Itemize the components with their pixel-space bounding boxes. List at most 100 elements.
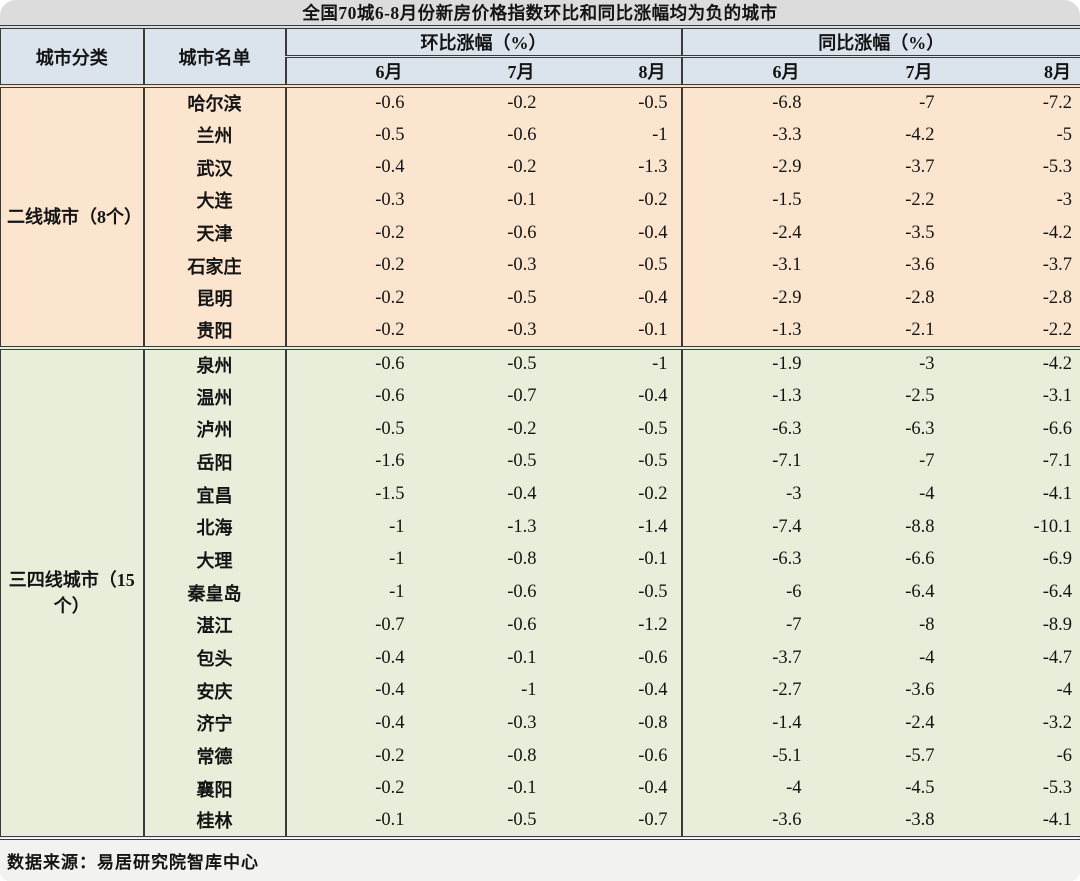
table-row: 大理 -1 -0.8 -0.1 -6.3 -6.6 -6.9 [0,543,1080,577]
yoy-value-cell: -2.8 [905,287,935,308]
mom-value-cell: -0.8 [507,549,537,570]
mom-value-cell: -1.5 [375,484,405,505]
table-title: 全国70城6-8月份新房价格指数环比和同比涨幅均为负的城市 [0,0,1080,29]
mom-value-cell: -1 [549,347,683,381]
mom-value-cell: -0.2 [375,222,405,243]
yoy-value-cell: -4 [786,778,802,799]
yoy-value-cell: -10.1 [1033,516,1073,537]
mom-value-cell: -0.5 [375,418,405,439]
yoy-value-cell: -8 [919,614,935,635]
city-name-cell: 大连 [143,184,287,217]
data-source-note: 数据来源：易居研究院智库中心 [0,839,1080,881]
yoy-value-cell: -6.3 [772,418,802,439]
mom-value-cell: -1 [549,118,683,152]
mom-value-cell: -0.3 [507,319,537,340]
mom-value-cell: -0.4 [375,712,405,733]
table-header: 城市分类 城市名单 环比涨幅（%） 同比涨幅（%） 6月 7月 8月 6月 7月… [0,29,1080,88]
mom-value-cell: -0.4 [549,380,683,413]
yoy-value-cell: -3.3 [772,124,802,145]
mom-value-cell: -0.4 [549,282,683,315]
header-mom-july: 7月 [417,56,550,88]
table-row: 济宁 -0.4 -0.3 -0.8 -1.4 -2.4 -3.2 [0,707,1080,740]
table-row: 石家庄 -0.2 -0.3 -0.5 -3.1 -3.6 -3.7 [0,249,1080,283]
mom-value-cell: -0.7 [507,386,537,407]
table-row: 大连 -0.3 -0.1 -0.2 -1.5 -2.2 -3 [0,184,1080,217]
yoy-value-cell: -5.1 [772,745,802,766]
yoy-value-cell: -4.2 [1042,354,1073,375]
yoy-value-cell: -2.4 [772,222,802,243]
mom-value-cell: -0.5 [507,354,537,375]
table-row: 二线城市（8个） 哈尔滨 -0.6 -0.2 -0.5 -6.8 -7 -7.2 [0,86,1080,348]
mom-value-cell: -0.7 [549,805,683,838]
city-group: 二线城市（8个） 哈尔滨 -0.6 -0.2 -0.5 -6.8 -7 -7.2 兰州 -0.5-… [0,86,1080,348]
city-name-cell: 岳阳 [143,445,287,479]
mom-value-cell: -0.7 [375,614,405,635]
header-yoy-june: 6月 [681,56,815,88]
yoy-value-cell: -4 [919,647,935,668]
mom-value-cell: -0.1 [507,189,537,210]
yoy-value-cell: -5.3 [1042,778,1073,799]
mom-value-cell: -0.6 [507,124,537,145]
city-name-cell: 昆明 [143,282,287,315]
mom-value-cell: -0.4 [375,647,405,668]
yoy-value-cell: -2.2 [1042,319,1073,340]
table-row: 武汉 -0.4 -0.2 -1.3 -2.9 -3.7 -5.3 [0,151,1080,185]
mom-value-cell: -1 [389,549,405,570]
city-name-cell: 武汉 [143,151,287,185]
table-row: 天津 -0.2 -0.6 -0.4 -2.4 -3.5 -4.2 [0,216,1080,250]
yoy-value-cell: -4.1 [1042,484,1073,505]
yoy-value-cell: -1.3 [772,386,802,407]
city-name-cell: 泉州 [143,347,287,381]
yoy-value-cell: -6.6 [1042,418,1073,439]
yoy-value-cell: -3.6 [905,255,935,276]
yoy-value-cell: -5 [1056,124,1073,145]
yoy-value-cell: -3.1 [1042,386,1073,407]
yoy-value-cell: -2.8 [1042,287,1073,308]
table-row: 安庆 -0.4 -1 -0.4 -2.7 -3.6 -4 [0,674,1080,708]
table-row: 贵阳 -0.2 -0.3 -0.1 -1.3 -2.1 -2.2 [0,314,1080,348]
table-row: 北海 -1 -1.3 -1.4 -7.4 -8.8 -10.1 [0,510,1080,544]
yoy-value-cell: -7.2 [1042,92,1073,113]
city-name-cell: 石家庄 [143,249,287,283]
yoy-value-cell: -3.8 [905,809,935,830]
table-row: 宜昌 -1.5 -0.4 -0.2 -3 -4 -4.1 [0,478,1080,511]
table-row: 泸州 -0.5 -0.2 -0.5 -6.3 -6.3 -6.6 [0,412,1080,446]
mom-value-cell: -0.2 [375,319,405,340]
table-row: 桂林 -0.1 -0.5 -0.7 -3.6 -3.8 -4.1 [0,805,1080,838]
mom-value-cell: -0.3 [375,189,405,210]
yoy-value-cell: -4.7 [1042,647,1073,668]
mom-value-cell: -0.1 [375,809,405,830]
city-name-cell: 贵阳 [143,314,287,348]
city-name-cell: 桂林 [143,805,287,838]
yoy-value-cell: -4.2 [1042,222,1073,243]
mom-value-cell: -0.4 [375,680,405,701]
yoy-value-cell: -5.3 [1042,157,1073,178]
mom-value-cell: -0.4 [549,674,683,708]
city-name-cell: 大理 [143,543,287,577]
yoy-value-cell: -7.4 [772,516,802,537]
mom-value-cell: -0.5 [549,445,683,479]
city-group: 三四线城市（15个） 泉州 -0.6 -0.5 -1 -1.9 -3 -4.2 温州 -0.6 -0… [0,347,1080,838]
mom-value-cell: -0.5 [507,451,537,472]
header-mom-june: 6月 [285,56,418,88]
yoy-value-cell: -3.5 [905,222,935,243]
mom-value-cell: -1.3 [507,516,537,537]
mom-value-cell: -0.5 [549,249,683,283]
mom-value-cell: -0.1 [507,778,537,799]
mom-value-cell: -0.2 [375,287,405,308]
yoy-value-cell: -6.3 [905,418,935,439]
mom-value-cell: -0.8 [507,745,537,766]
table-row: 兰州 -0.5 -0.6 -1 -3.3 -4.2 -5 [0,118,1080,152]
yoy-value-cell: -2.9 [772,157,802,178]
yoy-value-cell: -6.4 [1042,582,1073,603]
city-name-cell: 泸州 [143,412,287,446]
yoy-value-cell: -8.8 [905,516,935,537]
table-row: 昆明 -0.2 -0.5 -0.4 -2.9 -2.8 -2.8 [0,282,1080,315]
yoy-value-cell: -2.2 [905,189,935,210]
yoy-value-cell: -7 [919,92,935,113]
yoy-value-cell: -4 [1056,680,1073,701]
yoy-value-cell: -3.7 [905,157,935,178]
city-name-cell: 常德 [143,739,287,773]
mom-value-cell: -0.2 [375,778,405,799]
mom-value-cell: -0.6 [375,92,405,113]
